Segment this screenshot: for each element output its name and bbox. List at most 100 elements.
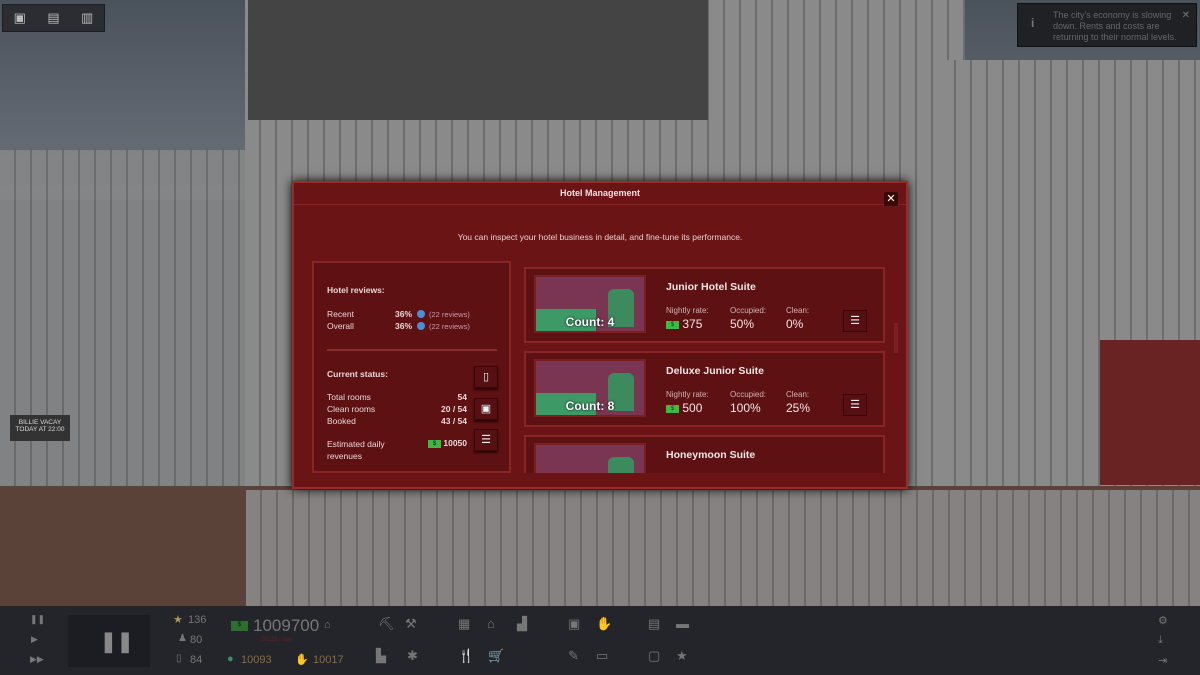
monitor-icon[interactable]: ▢ [648, 648, 661, 663]
star-icon: ★ [173, 614, 183, 626]
occupied-label: Occupied: [730, 306, 767, 315]
revenue-label: Estimated daily revenues [327, 439, 385, 461]
tools-icon[interactable]: ⚒ [405, 616, 417, 631]
suite-name: Deluxe Junior Suite [666, 365, 765, 377]
close-icon[interactable]: ✕ [1181, 10, 1190, 21]
money-rate: - 20125 / day [257, 637, 293, 643]
suite-settings-button[interactable]: ☰ [843, 394, 867, 416]
dialog-title: Hotel Management [294, 183, 906, 205]
snowflake-icon[interactable]: ✱ [407, 648, 418, 663]
population-value: 80 [190, 634, 203, 646]
suite-card: Count: 8 Deluxe Junior Suite Nightly rat… [524, 351, 885, 427]
factory-icon[interactable]: ▟ [517, 616, 527, 631]
recent-value: 36% [394, 309, 412, 319]
person-icon: ♟ [178, 633, 187, 644]
influence-value: 10093 [241, 654, 272, 666]
cash-icon: $ [666, 320, 679, 329]
info-icon: i [1031, 16, 1035, 30]
divider [327, 349, 497, 351]
crane-icon[interactable]: ⛏ [378, 616, 395, 631]
suite-image: Count: 4 [534, 275, 646, 333]
total-rooms-value: 54 [457, 392, 467, 402]
exit-icon[interactable]: ⇥ [1158, 655, 1168, 667]
booked-label: Booked [327, 416, 356, 426]
worker-icon: ▯ [176, 653, 182, 664]
workers-value: 84 [190, 654, 203, 666]
money-value: 1009700 [253, 616, 320, 635]
top-toolbar: ▣ ▤ ▥ [2, 4, 105, 32]
windows-icon[interactable]: ▣ [13, 10, 26, 25]
clean-value: 0% [786, 317, 804, 331]
occupied-value: 50% [730, 317, 755, 331]
fast-forward-icon[interactable]: ▶▶ [30, 654, 44, 664]
save-icon[interactable]: ⤓ [1158, 634, 1163, 646]
house-icon[interactable]: ⌂ [487, 616, 495, 631]
review-icon [417, 310, 425, 318]
pause-icon[interactable]: ❚❚ [30, 614, 46, 624]
nightly-rate: 375 [682, 317, 703, 331]
settings-button[interactable]: ☰ [474, 429, 498, 451]
rate-label: Nightly rate: [666, 306, 709, 315]
billboard-name: BILLIE VACAY [18, 419, 62, 426]
notification-text: The city's economy is slowing down. Rent… [1053, 10, 1177, 42]
hotel-management-dialog: Hotel Management ✕ You can inspect your … [292, 181, 908, 489]
suite-name: Junior Hotel Suite [666, 281, 756, 293]
overall-count: (22 reviews) [429, 322, 470, 331]
bank-icon[interactable]: ⌂ [324, 619, 331, 631]
dialog-subtitle: You can inspect your hotel business in d… [457, 232, 743, 242]
stats-button[interactable]: ▣ [474, 398, 498, 420]
rate-label: Nightly rate: [666, 390, 709, 399]
total-rooms-label: Total rooms [327, 392, 371, 402]
brush-icon[interactable]: ✎ [568, 648, 579, 663]
clipboard-icon[interactable]: ▤ [648, 616, 661, 631]
globe-icon: ● [227, 653, 234, 665]
bottom-bar: ❚❚ ▶ ▶▶ ❚❚ ★ 136 ♟ 80 ▯ 84 $ 1009700 ⌂ - 20… [0, 606, 1200, 675]
handshake-tool-icon[interactable]: ✋ [596, 616, 613, 631]
status-heading: Current status: [327, 369, 388, 379]
gear-icon[interactable]: ⚙ [1158, 615, 1168, 627]
billboard: BILLIE VACAY TODAY AT 22:00 [10, 415, 70, 441]
clean-label: Clean: [786, 306, 810, 315]
suite-settings-button[interactable]: ☰ [843, 310, 867, 332]
bulldozer-icon[interactable]: ▙ [376, 648, 386, 663]
staff-button[interactable]: ▯ [474, 366, 498, 388]
hotel-summary-panel: Hotel reviews: Recent 36% (22 reviews) Ov… [312, 261, 511, 473]
suite-name: Honeymoon Suite [666, 449, 756, 461]
booked-value: 43 / 54 [441, 416, 467, 426]
clean-rooms-value: 20 / 54 [441, 404, 467, 414]
suite-count: Count: 8 [565, 399, 615, 413]
suite-card: Honeymoon Suite [524, 435, 885, 473]
cash-icon: $ [427, 439, 441, 448]
recent-label: Recent [327, 309, 354, 319]
box-icon[interactable]: ▣ [568, 616, 581, 631]
suite-image [534, 443, 646, 473]
close-button[interactable]: ✕ [884, 192, 898, 206]
suite-count: Count: 4 [565, 315, 615, 329]
reputation-value: 10017 [313, 654, 344, 666]
recent-count: (22 reviews) [429, 310, 470, 319]
play-icon[interactable]: ▶ [31, 634, 38, 644]
star-person-icon[interactable]: ★ [676, 648, 688, 663]
cash-icon: $ [231, 621, 248, 631]
handshake-icon: ✋ [295, 654, 309, 666]
billboard-time: TODAY AT 22:00 [15, 426, 65, 433]
clean-value: 25% [786, 401, 811, 415]
suite-card: Count: 4 Junior Hotel Suite Nightly rate… [524, 267, 885, 343]
landscape-icon[interactable]: ▭ [596, 648, 609, 663]
rating-value: 136 [188, 614, 207, 626]
review-icon [417, 322, 425, 330]
bed-icon[interactable]: ▬ [676, 616, 689, 631]
suite-image: Count: 8 [534, 359, 646, 417]
restaurant-icon[interactable]: 🍴 [458, 648, 475, 663]
notification-toast[interactable]: i ✕ The city's economy is slowing down. … [1017, 3, 1197, 47]
office-icon[interactable]: ▦ [458, 616, 471, 631]
overall-value: 36% [394, 321, 412, 331]
revenue-value: 10050 [443, 438, 467, 448]
book-icon[interactable]: ▥ [80, 10, 94, 25]
clean-rooms-label: Clean rooms [327, 404, 376, 414]
overall-label: Overall [327, 321, 354, 331]
scrollbar[interactable] [894, 323, 898, 353]
cart-icon[interactable]: 🛒 [488, 648, 505, 663]
chart-icon[interactable]: ▤ [47, 10, 60, 25]
nightly-rate: 500 [682, 401, 703, 415]
